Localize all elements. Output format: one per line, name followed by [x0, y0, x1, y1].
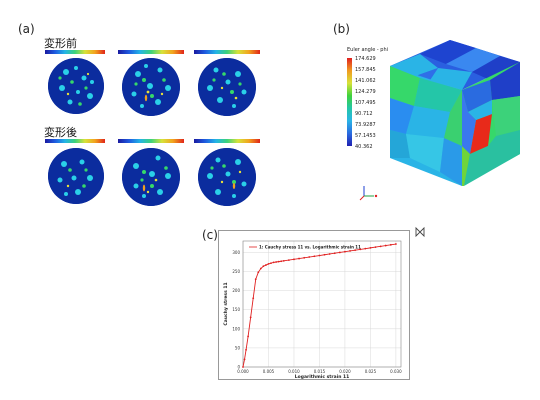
pole-figure-after-3 — [198, 148, 256, 206]
data-point — [323, 253, 326, 256]
x-tick-label: 0.000 — [237, 369, 249, 374]
y-tick-label: 150 — [232, 307, 240, 312]
pole-figure-after-1 — [48, 148, 104, 204]
data-point — [262, 265, 265, 268]
data-point — [374, 246, 377, 249]
colorbar-before-3 — [194, 50, 260, 54]
x-tick-label: 0.015 — [314, 369, 326, 374]
colorbar-after-2 — [118, 139, 184, 143]
x-axis-label: Logarithmic strain 11 — [295, 374, 349, 379]
y-tick-label: 200 — [232, 288, 240, 293]
data-point — [313, 255, 316, 258]
data-point — [242, 366, 244, 368]
y-tick-label: 50 — [235, 345, 241, 350]
data-point — [338, 251, 341, 254]
data-point — [298, 257, 300, 260]
data-point — [359, 248, 362, 251]
euler-tick-label: 157.845 — [355, 67, 376, 73]
x-tick-label: 0.010 — [288, 369, 300, 374]
data-point — [369, 246, 372, 249]
x-tick-label: 0.030 — [390, 369, 402, 374]
euler-tick-label: 90.712 — [355, 111, 373, 117]
pole-figure-before-2 — [122, 58, 180, 116]
data-point — [344, 250, 346, 253]
data-point — [254, 278, 257, 281]
pole-figure-after-2 — [122, 148, 180, 206]
y-tick-label: 0 — [237, 365, 240, 370]
data-point — [247, 335, 249, 338]
data-point — [333, 252, 336, 255]
before-deformation-label: 変形前 — [44, 37, 77, 50]
data-point — [252, 297, 255, 300]
data-point — [272, 261, 275, 264]
x-tick-label: 0.020 — [339, 369, 351, 374]
euler-tick-label: 124.279 — [355, 89, 376, 95]
pole-figure-before-3 — [198, 58, 256, 116]
colorbar-before-2 — [118, 50, 184, 54]
data-point — [389, 243, 392, 246]
y-tick-label: 300 — [232, 250, 240, 255]
data-point — [265, 264, 267, 266]
data-point — [303, 256, 306, 259]
data-point — [270, 262, 272, 265]
after-deformation-label: 変形後 — [44, 126, 77, 139]
euler-colorbar — [347, 58, 352, 146]
data-point — [245, 348, 247, 351]
data-point — [277, 260, 280, 263]
data-point — [308, 256, 311, 258]
series-line — [242, 243, 396, 368]
panel-label-a: (a) — [18, 22, 35, 36]
data-point — [328, 253, 331, 255]
stress-strain-chart: 0.000 0.005 0.010 0.015 0.020 0.025 0.030 0 50 10… — [218, 230, 410, 380]
y-tick-label: 100 — [232, 326, 240, 331]
y-tick-label: 250 — [232, 269, 240, 274]
data-point — [280, 260, 283, 263]
panel-label-c: (c) — [202, 228, 218, 242]
data-point — [379, 245, 382, 248]
colorbar-before-1 — [45, 50, 105, 54]
euler-tick-label: 141.062 — [355, 78, 376, 84]
data-point — [395, 243, 397, 245]
data-point — [259, 267, 262, 270]
euler-legend-title: Euler angle - phi — [347, 47, 389, 53]
legend-label: 1: Cauchy stress 11 vs. Logarithmic stra… — [259, 245, 361, 250]
euler-tick-label: 40.362 — [355, 144, 373, 150]
flip-icon[interactable] — [414, 226, 426, 238]
data-point — [354, 249, 357, 252]
data-point — [243, 358, 246, 361]
panel-label-b: (b) — [333, 22, 350, 36]
data-point — [318, 254, 321, 257]
x-tick-label: 0.025 — [365, 369, 377, 374]
euler-tick-label: 107.495 — [355, 100, 376, 106]
data-point — [275, 261, 278, 263]
data-point — [282, 259, 285, 262]
data-point — [384, 244, 387, 247]
x-tick-label: 0.005 — [263, 369, 275, 374]
polycrystal-cube — [390, 40, 520, 186]
plot-frame — [242, 240, 402, 368]
euler-tick-label: 174.629 — [355, 56, 376, 62]
axes-triad-icon — [359, 186, 378, 201]
data-point — [293, 258, 295, 261]
colorbar-after-1 — [45, 139, 105, 143]
data-point — [267, 263, 270, 265]
data-point — [349, 250, 351, 252]
data-point — [287, 259, 290, 261]
euler-tick-label: 73.9287 — [355, 122, 376, 128]
y-axis-label: Cauchy stress 11 — [223, 282, 229, 325]
data-point — [249, 316, 252, 319]
colorbar-after-3 — [194, 139, 260, 143]
data-point — [364, 247, 367, 250]
euler-tick-label: 57.1453 — [355, 133, 376, 139]
pole-figure-before-1 — [48, 58, 104, 114]
data-point — [257, 271, 260, 274]
